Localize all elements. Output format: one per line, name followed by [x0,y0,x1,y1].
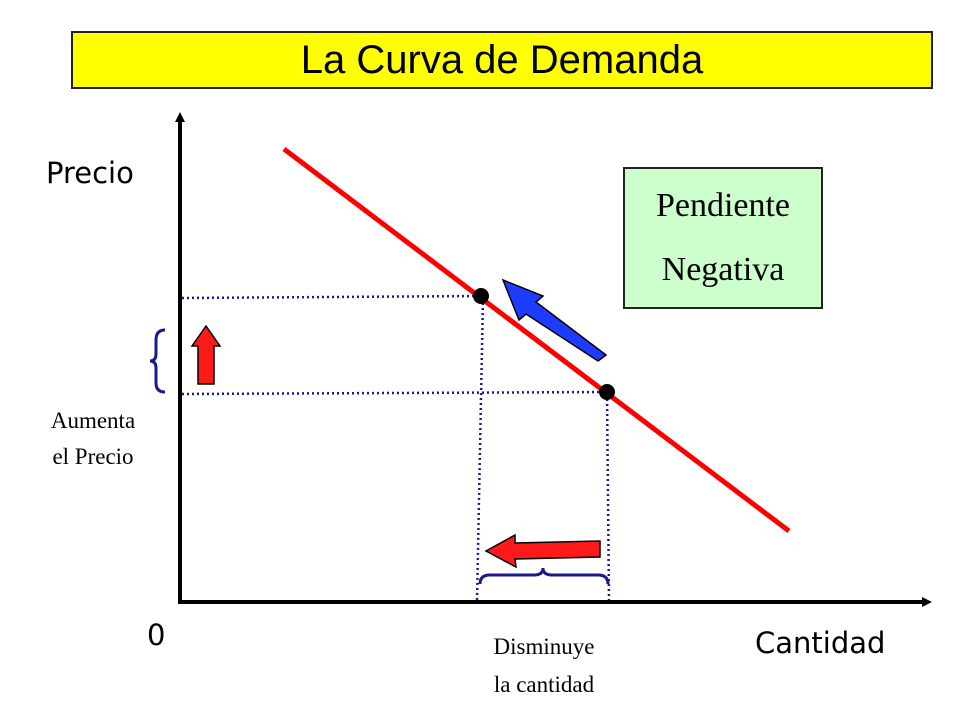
price-guide-high [181,294,481,300]
quantity-annotation-line1: Disminuye [493,634,595,659]
quantity-annotation: Disminuye la cantidad [462,628,626,704]
quantity-guide-left [475,297,485,601]
quantity-guide-right [605,393,611,601]
slope-box: Pendiente Negativa [623,167,823,309]
slope-box-line2: Negativa [661,251,785,288]
x-axis-label: Cantidad [755,626,886,660]
quantity-brace [478,567,610,585]
price-annotation-line1: Aumenta [50,408,136,433]
price-annotation-line2: el Precio [52,444,134,469]
price-brace [149,328,166,394]
slide-title: La Curva de Demanda [71,31,933,89]
price-annotation: Aumenta el Precio [30,403,156,475]
slope-box-line1: Pendiente [655,187,791,224]
movement-arrow [501,278,608,362]
quantity-annotation-line2: la cantidad [493,672,595,697]
point-high-price [473,288,489,304]
demand-curve-line [282,147,791,533]
origin-label: 0 [147,618,166,652]
quantity-left-arrow [484,533,601,569]
guide-lines [181,294,611,601]
price-up-arrow [190,324,222,385]
price-guide-low [181,390,608,396]
point-low-price [599,384,615,400]
y-axis-label: Precio [46,156,134,190]
